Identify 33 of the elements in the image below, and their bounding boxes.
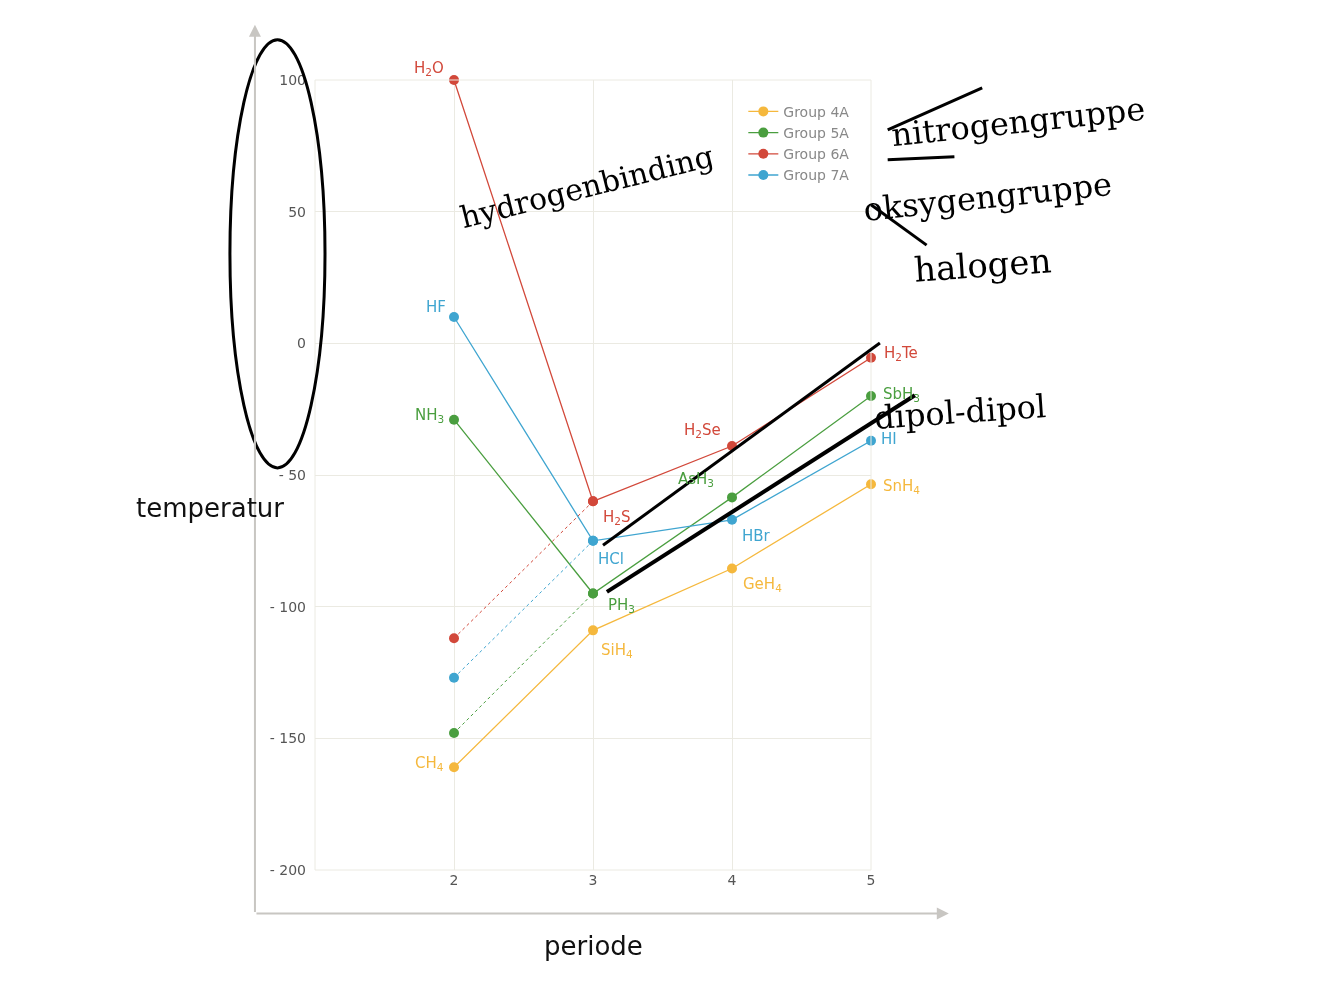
text: halogen [912, 240, 1053, 290]
annotation: HBr [742, 527, 771, 545]
x-tick-label: 5 [866, 872, 876, 888]
y-tick-label: - 200 [269, 861, 306, 878]
x-tick-label: 2 [449, 872, 459, 888]
annotation: GeH$_{4}$ [743, 575, 783, 595]
annotation: oksygengruppe [861, 165, 1114, 229]
annotation: NH$_{3}$ [415, 406, 445, 426]
annotation: PH$_{3}$ [608, 596, 636, 616]
legend-label: Group 5A [783, 125, 850, 142]
annotation: HCl [598, 550, 624, 568]
x-tick-label: 4 [727, 872, 737, 888]
legend-label: Group 7A [783, 167, 850, 184]
annotation: H$_{2}$Te [884, 344, 918, 364]
annotation: HI [881, 430, 897, 448]
y-tick-label: 50 [288, 203, 306, 220]
y-tick-label: - 50 [278, 466, 306, 483]
annotation: CH$_{4}$ [415, 754, 444, 774]
y-tick-label: - 100 [269, 598, 306, 615]
legend-label: Group 4A [783, 103, 850, 120]
annotation: SiH$_{4}$ [601, 641, 633, 661]
y-axis-title: temperatur [136, 493, 285, 523]
annotation: H$_{2}$O [414, 59, 444, 79]
annotation: HF [426, 298, 446, 316]
legend-label: Group 6A [783, 146, 850, 163]
x-axis-title: periode [544, 931, 643, 961]
annotation: H$_{2}$Se [684, 421, 721, 441]
text: nitrogengruppe [889, 89, 1147, 155]
y-tick-label: - 150 [269, 730, 306, 747]
annotation: SnH$_{4}$ [883, 477, 921, 497]
y-tick-label: 0 [297, 335, 306, 352]
annotation: H$_{2}$S [603, 508, 631, 528]
x-tick-label: 3 [588, 872, 598, 888]
